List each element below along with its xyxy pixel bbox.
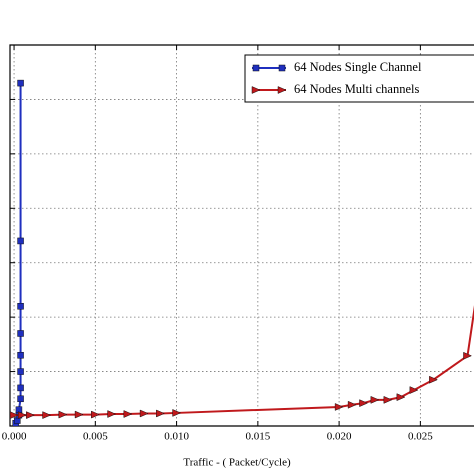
data-point (359, 399, 369, 408)
data-point (396, 393, 406, 402)
legend-label: 64 Nodes Multi channels (294, 82, 419, 96)
data-point (17, 351, 24, 359)
data-point (17, 79, 24, 87)
data-point (17, 237, 24, 245)
data-point (42, 411, 52, 419)
data-point (172, 409, 182, 417)
x-tick-label: 0.010 (164, 431, 189, 443)
data-point (91, 410, 100, 419)
data-point (347, 400, 357, 409)
legend-marker (278, 64, 286, 72)
data-point (409, 386, 419, 394)
x-tick-label: 0.020 (327, 431, 352, 443)
series-line (14, 305, 474, 417)
data-point (14, 417, 21, 424)
data-point (10, 411, 19, 419)
x-tick-label: 0.000 (2, 431, 27, 443)
legend-box (244, 54, 474, 103)
data-point (17, 384, 24, 392)
data-point (429, 375, 438, 384)
data-point (383, 395, 393, 404)
data-point (139, 409, 149, 418)
data-point (58, 410, 68, 419)
x-tick-label: 0.015 (245, 431, 270, 443)
legend-marker (251, 86, 261, 94)
data-point (334, 403, 344, 411)
legend-marker (252, 64, 260, 72)
data-point (17, 303, 24, 310)
data-point (17, 368, 24, 375)
data-point (74, 410, 84, 419)
x-axis-label: Traffic - ( Packet/Cycle) (183, 457, 291, 469)
data-point (463, 351, 473, 360)
data-point (17, 395, 24, 403)
data-point (26, 411, 35, 419)
x-tick-label: 0.005 (83, 431, 108, 443)
legend-marker (277, 86, 287, 94)
data-point (17, 411, 27, 419)
x-tick-label: 0.025 (408, 431, 433, 443)
plot-frame (9, 44, 474, 427)
data-point (156, 409, 165, 418)
plot-area (10, 79, 474, 426)
legend-label: 64 Nodes Single Channel (294, 60, 422, 74)
data-point (123, 410, 133, 418)
data-point (17, 330, 24, 337)
data-point (370, 395, 380, 404)
data-point (107, 410, 117, 418)
